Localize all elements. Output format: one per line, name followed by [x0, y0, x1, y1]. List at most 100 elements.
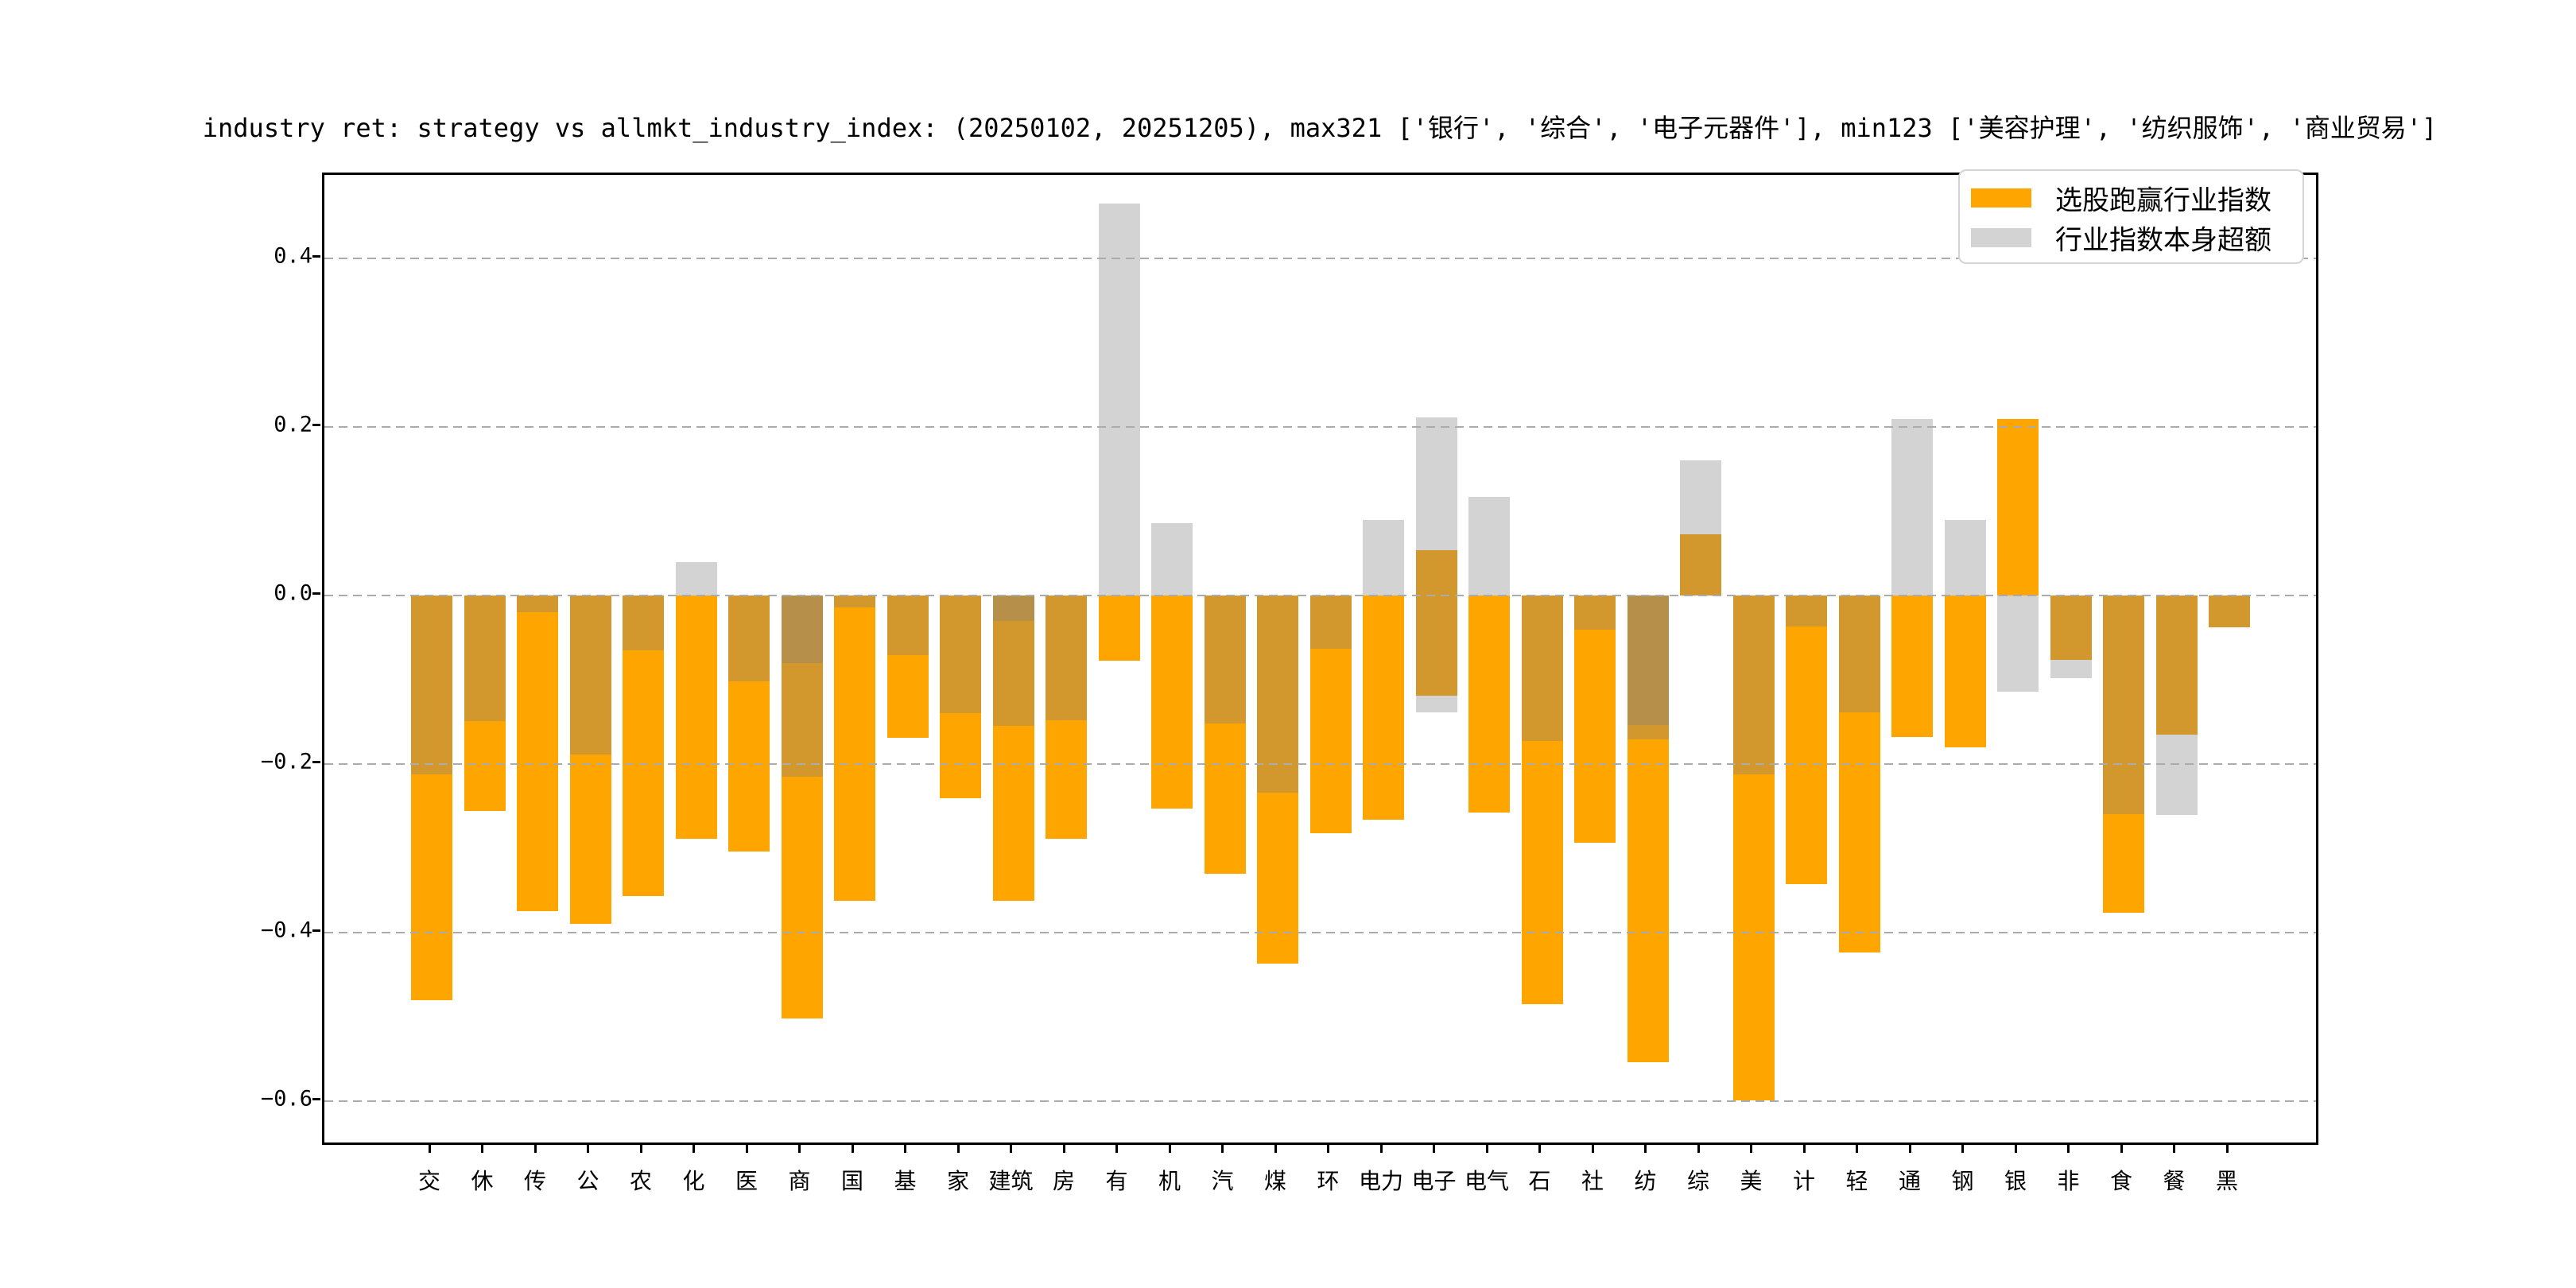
- y-tick-label-0.0: 0.0: [274, 580, 312, 606]
- bar-segment-餐-tan: [2155, 596, 2198, 735]
- bar-segment-传-orange: [517, 612, 558, 912]
- bar-segment-国-tan: [834, 596, 875, 607]
- bar-segment-银-gray: [1997, 596, 2039, 692]
- x-tick-label-纺: 纺: [1634, 1168, 1657, 1194]
- bar-segment-轻-tan: [1838, 596, 1880, 713]
- bar-segment-电力-orange: [1363, 596, 1404, 820]
- bar-segment-电子-gray: [1415, 417, 1457, 550]
- bar-segment-交-tan: [411, 596, 452, 774]
- x-tick-mark: [904, 1145, 906, 1153]
- y-tick-label-−0.2: −0.2: [260, 749, 312, 774]
- x-tick-mark: [2067, 1145, 2070, 1153]
- legend-swatch-gray: [1971, 228, 2031, 247]
- bar-segment-计-orange: [1786, 627, 1827, 884]
- x-tick-label-黑: 黑: [2215, 1168, 2239, 1194]
- bar-segment-钢-orange: [1944, 596, 1986, 747]
- bar-segment-美-orange: [1732, 774, 1775, 1100]
- gridline-0.2: [324, 426, 2316, 428]
- bar-segment-石-tan: [1521, 596, 1563, 742]
- x-tick-mark: [1856, 1145, 1858, 1153]
- bar-segment-商-tan: [781, 662, 823, 777]
- x-tick-label-机: 机: [1158, 1168, 1181, 1194]
- x-tick-mark: [533, 1145, 537, 1153]
- bar-segment-医-tan: [728, 596, 770, 682]
- bar-segment-纺-dark: [1627, 596, 1669, 726]
- bar-segment-美-tan: [1732, 596, 1775, 774]
- bar-segment-基-tan: [886, 596, 929, 656]
- x-tick-mark: [1802, 1145, 1806, 1153]
- x-tick-mark: [1908, 1145, 1911, 1153]
- x-tick-label-公: 公: [576, 1168, 599, 1194]
- x-tick-label-建筑: 建筑: [988, 1168, 1034, 1194]
- x-tick-mark: [692, 1145, 695, 1153]
- x-tick-label-家: 家: [946, 1168, 970, 1194]
- x-tick-mark: [1591, 1145, 1594, 1153]
- legend-swatch-orange: [1971, 188, 2031, 208]
- bar-segment-建筑-tan: [992, 620, 1034, 727]
- legend-label-selection: 选股跑赢行业指数: [2055, 184, 2271, 217]
- bar-segment-汽-orange: [1204, 724, 1246, 874]
- x-tick-mark: [745, 1145, 748, 1153]
- bar-segment-国-orange: [834, 607, 875, 901]
- y-tick-mark: [312, 1097, 320, 1100]
- bar-segment-煤-orange: [1257, 793, 1298, 964]
- y-tick-mark: [312, 592, 320, 595]
- x-tick-mark: [1010, 1145, 1012, 1153]
- bar-segment-食-orange: [2103, 813, 2144, 913]
- bar-segment-电气-gray: [1468, 496, 1510, 596]
- x-tick-label-石: 石: [1528, 1168, 1551, 1194]
- y-tick-label-0.2: 0.2: [274, 412, 312, 437]
- gridline-0.0: [324, 595, 2316, 596]
- x-tick-label-餐: 餐: [2163, 1168, 2186, 1194]
- bar-segment-综-tan: [1680, 533, 1721, 596]
- bar-segment-农-orange: [623, 650, 664, 897]
- x-tick-mark: [1168, 1145, 1171, 1153]
- x-tick-label-农: 农: [629, 1168, 653, 1194]
- y-tick-label-−0.4: −0.4: [260, 918, 312, 943]
- bar-segment-食-tan: [2103, 596, 2144, 814]
- x-tick-mark: [1644, 1145, 1647, 1153]
- x-tick-mark: [1750, 1145, 1752, 1153]
- x-tick-label-食: 食: [2109, 1168, 2133, 1194]
- bar-segment-农-tan: [623, 596, 664, 650]
- x-tick-mark: [587, 1145, 589, 1153]
- x-tick-label-基: 基: [894, 1168, 917, 1194]
- y-tick-mark: [312, 929, 320, 932]
- bar-segment-电力-gray: [1363, 519, 1404, 596]
- x-tick-label-煤: 煤: [1263, 1168, 1287, 1194]
- bar-segment-家-orange: [940, 713, 981, 799]
- x-tick-mark: [1274, 1145, 1277, 1153]
- bar-segment-计-tan: [1786, 596, 1827, 627]
- x-tick-mark: [2173, 1145, 2175, 1153]
- bar-segment-机-orange: [1151, 596, 1193, 809]
- bar-segment-房-orange: [1046, 720, 1087, 840]
- y-tick-mark: [312, 760, 320, 763]
- bar-segment-通-orange: [1891, 596, 1933, 738]
- legend-row-index: 行业指数本身超额: [1960, 218, 2302, 258]
- bar-segment-有-orange: [1098, 596, 1140, 661]
- gridline-−0.4: [324, 932, 2316, 933]
- bar-segment-电子-tan: [1415, 549, 1457, 696]
- bar-segment-餐-gray: [2155, 734, 2198, 815]
- x-tick-mark: [1062, 1145, 1065, 1153]
- bar-segment-煤-tan: [1257, 596, 1298, 793]
- bar-segment-房-tan: [1046, 596, 1087, 720]
- plot-area: [322, 173, 2318, 1145]
- bar-segment-公-orange: [569, 755, 611, 925]
- bar-segment-化-orange: [675, 596, 717, 840]
- bar-segment-轻-orange: [1838, 712, 1880, 953]
- x-tick-label-交: 交: [417, 1168, 441, 1194]
- x-tick-label-非: 非: [2057, 1168, 2080, 1194]
- bar-segment-有-gray: [1098, 204, 1140, 596]
- bar-segment-纺-tan: [1627, 725, 1669, 740]
- x-tick-label-银: 银: [2004, 1168, 2027, 1194]
- x-tick-label-化: 化: [682, 1168, 705, 1194]
- y-tick-label-−0.6: −0.6: [260, 1086, 312, 1111]
- bar-segment-公-tan: [569, 596, 611, 755]
- bar-segment-电子-gray: [1415, 696, 1457, 713]
- bar-segment-钢-gray: [1944, 519, 1986, 596]
- bar-segment-基-orange: [886, 655, 929, 739]
- x-tick-label-电气: 电气: [1464, 1168, 1510, 1194]
- bar-segment-综-gray: [1680, 460, 1721, 534]
